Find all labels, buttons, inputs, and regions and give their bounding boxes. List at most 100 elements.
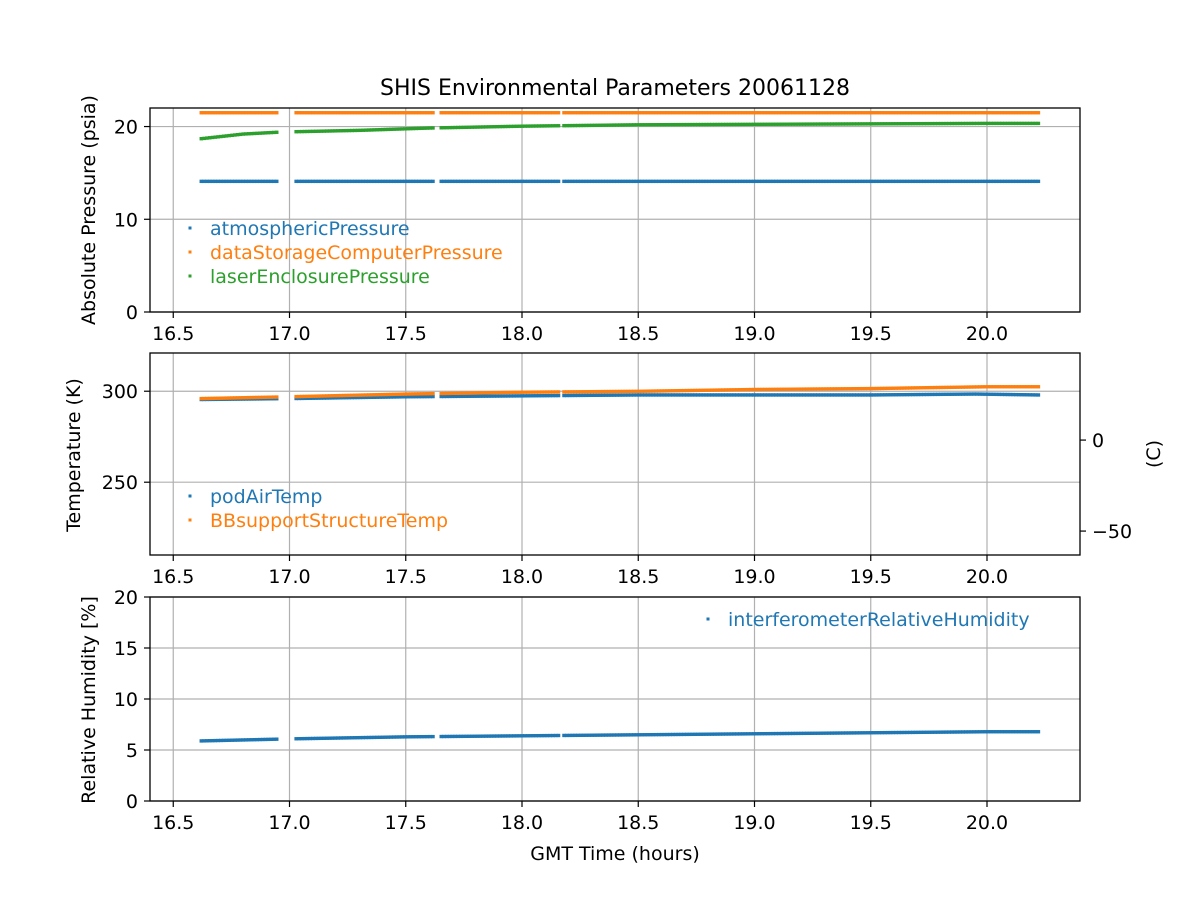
data-point: [732, 393, 737, 397]
data-point: [698, 393, 703, 397]
data-point: [411, 111, 416, 115]
data-point: [461, 394, 466, 399]
data-point: [386, 395, 391, 399]
data-point: [573, 123, 578, 128]
data-point: [885, 122, 890, 126]
data-point: [578, 123, 583, 128]
data-point: [305, 736, 310, 741]
data-point: [620, 393, 625, 397]
data-point: [768, 111, 773, 115]
data-point: [665, 393, 670, 397]
data-point: [991, 392, 996, 397]
data-point: [832, 122, 837, 126]
data-point: [417, 126, 421, 131]
data-point: [227, 111, 232, 115]
data-point: [955, 385, 960, 389]
x-tick-label: 17.0: [268, 566, 310, 588]
data-point: [671, 389, 675, 393]
data-point: [908, 179, 912, 184]
data-point: [897, 179, 901, 184]
data-point: [308, 129, 312, 134]
data-point: [366, 735, 371, 740]
data-point: [531, 734, 536, 738]
data-point: [944, 121, 949, 126]
data-point: [922, 179, 926, 184]
data-point: [816, 393, 820, 397]
data-point: [682, 393, 686, 397]
data-point: [665, 389, 670, 393]
data-point: [818, 393, 823, 397]
data-point: [899, 122, 904, 126]
data-point: [394, 392, 399, 396]
data-point: [704, 393, 709, 397]
data-point: [576, 733, 580, 738]
data-point: [336, 736, 340, 740]
data-point: [302, 394, 307, 399]
data-point: [397, 735, 402, 739]
data-point: [260, 179, 265, 184]
data-point: [977, 179, 982, 184]
data-point: [397, 395, 402, 399]
data-point: [565, 111, 569, 115]
data-point: [590, 123, 594, 128]
data-point: [380, 735, 385, 739]
data-point: [447, 125, 452, 130]
data-point: [548, 390, 552, 394]
data-point: [353, 128, 357, 133]
data-point: [1028, 121, 1032, 126]
data-point: [620, 389, 625, 394]
data-point: [796, 111, 801, 115]
data-point: [366, 111, 371, 115]
data-point: [785, 111, 790, 115]
data-point: [927, 385, 932, 390]
data-point: [685, 393, 689, 397]
data-point: [450, 111, 455, 115]
data-point: [339, 393, 343, 398]
data-point: [880, 179, 884, 184]
data-point: [1019, 730, 1024, 734]
y-axis-label: Absolute Pressure (psia): [78, 95, 100, 325]
data-point: [322, 129, 326, 133]
data-point: [531, 111, 536, 115]
data-point: [693, 179, 697, 184]
data-point: [871, 179, 876, 184]
data-point: [202, 136, 206, 141]
data-point: [302, 129, 307, 134]
data-point: [305, 179, 310, 184]
data-point: [671, 179, 675, 184]
data-point: [877, 122, 882, 126]
data-point: [442, 734, 446, 739]
data-point: [313, 394, 318, 398]
data-point: [274, 111, 279, 115]
data-point: [911, 121, 915, 126]
data-point: [835, 179, 840, 184]
data-point: [1022, 111, 1027, 115]
data-point: [481, 391, 485, 395]
data-point: [632, 733, 636, 737]
data-point: [977, 111, 982, 115]
data-point: [347, 179, 352, 184]
data-point: [857, 393, 862, 397]
data-point: [618, 733, 622, 737]
data-point: [333, 394, 338, 398]
data-point: [648, 123, 653, 127]
data-point: [938, 385, 943, 390]
data-point: [863, 393, 868, 397]
data-point: [813, 731, 817, 735]
data-point: [835, 731, 840, 735]
data-point: [950, 179, 954, 184]
data-point: [322, 736, 326, 740]
data-point: [305, 111, 310, 115]
data-point: [269, 130, 273, 135]
data-point: [347, 111, 352, 115]
data-point: [902, 392, 907, 397]
data-point: [941, 179, 946, 184]
data-point: [961, 111, 965, 115]
data-point: [475, 394, 480, 398]
legend-marker: [188, 494, 192, 498]
data-point: [632, 393, 636, 397]
data-point: [821, 731, 826, 735]
data-point: [210, 179, 215, 184]
data-point: [715, 111, 720, 115]
data-point: [671, 732, 675, 737]
